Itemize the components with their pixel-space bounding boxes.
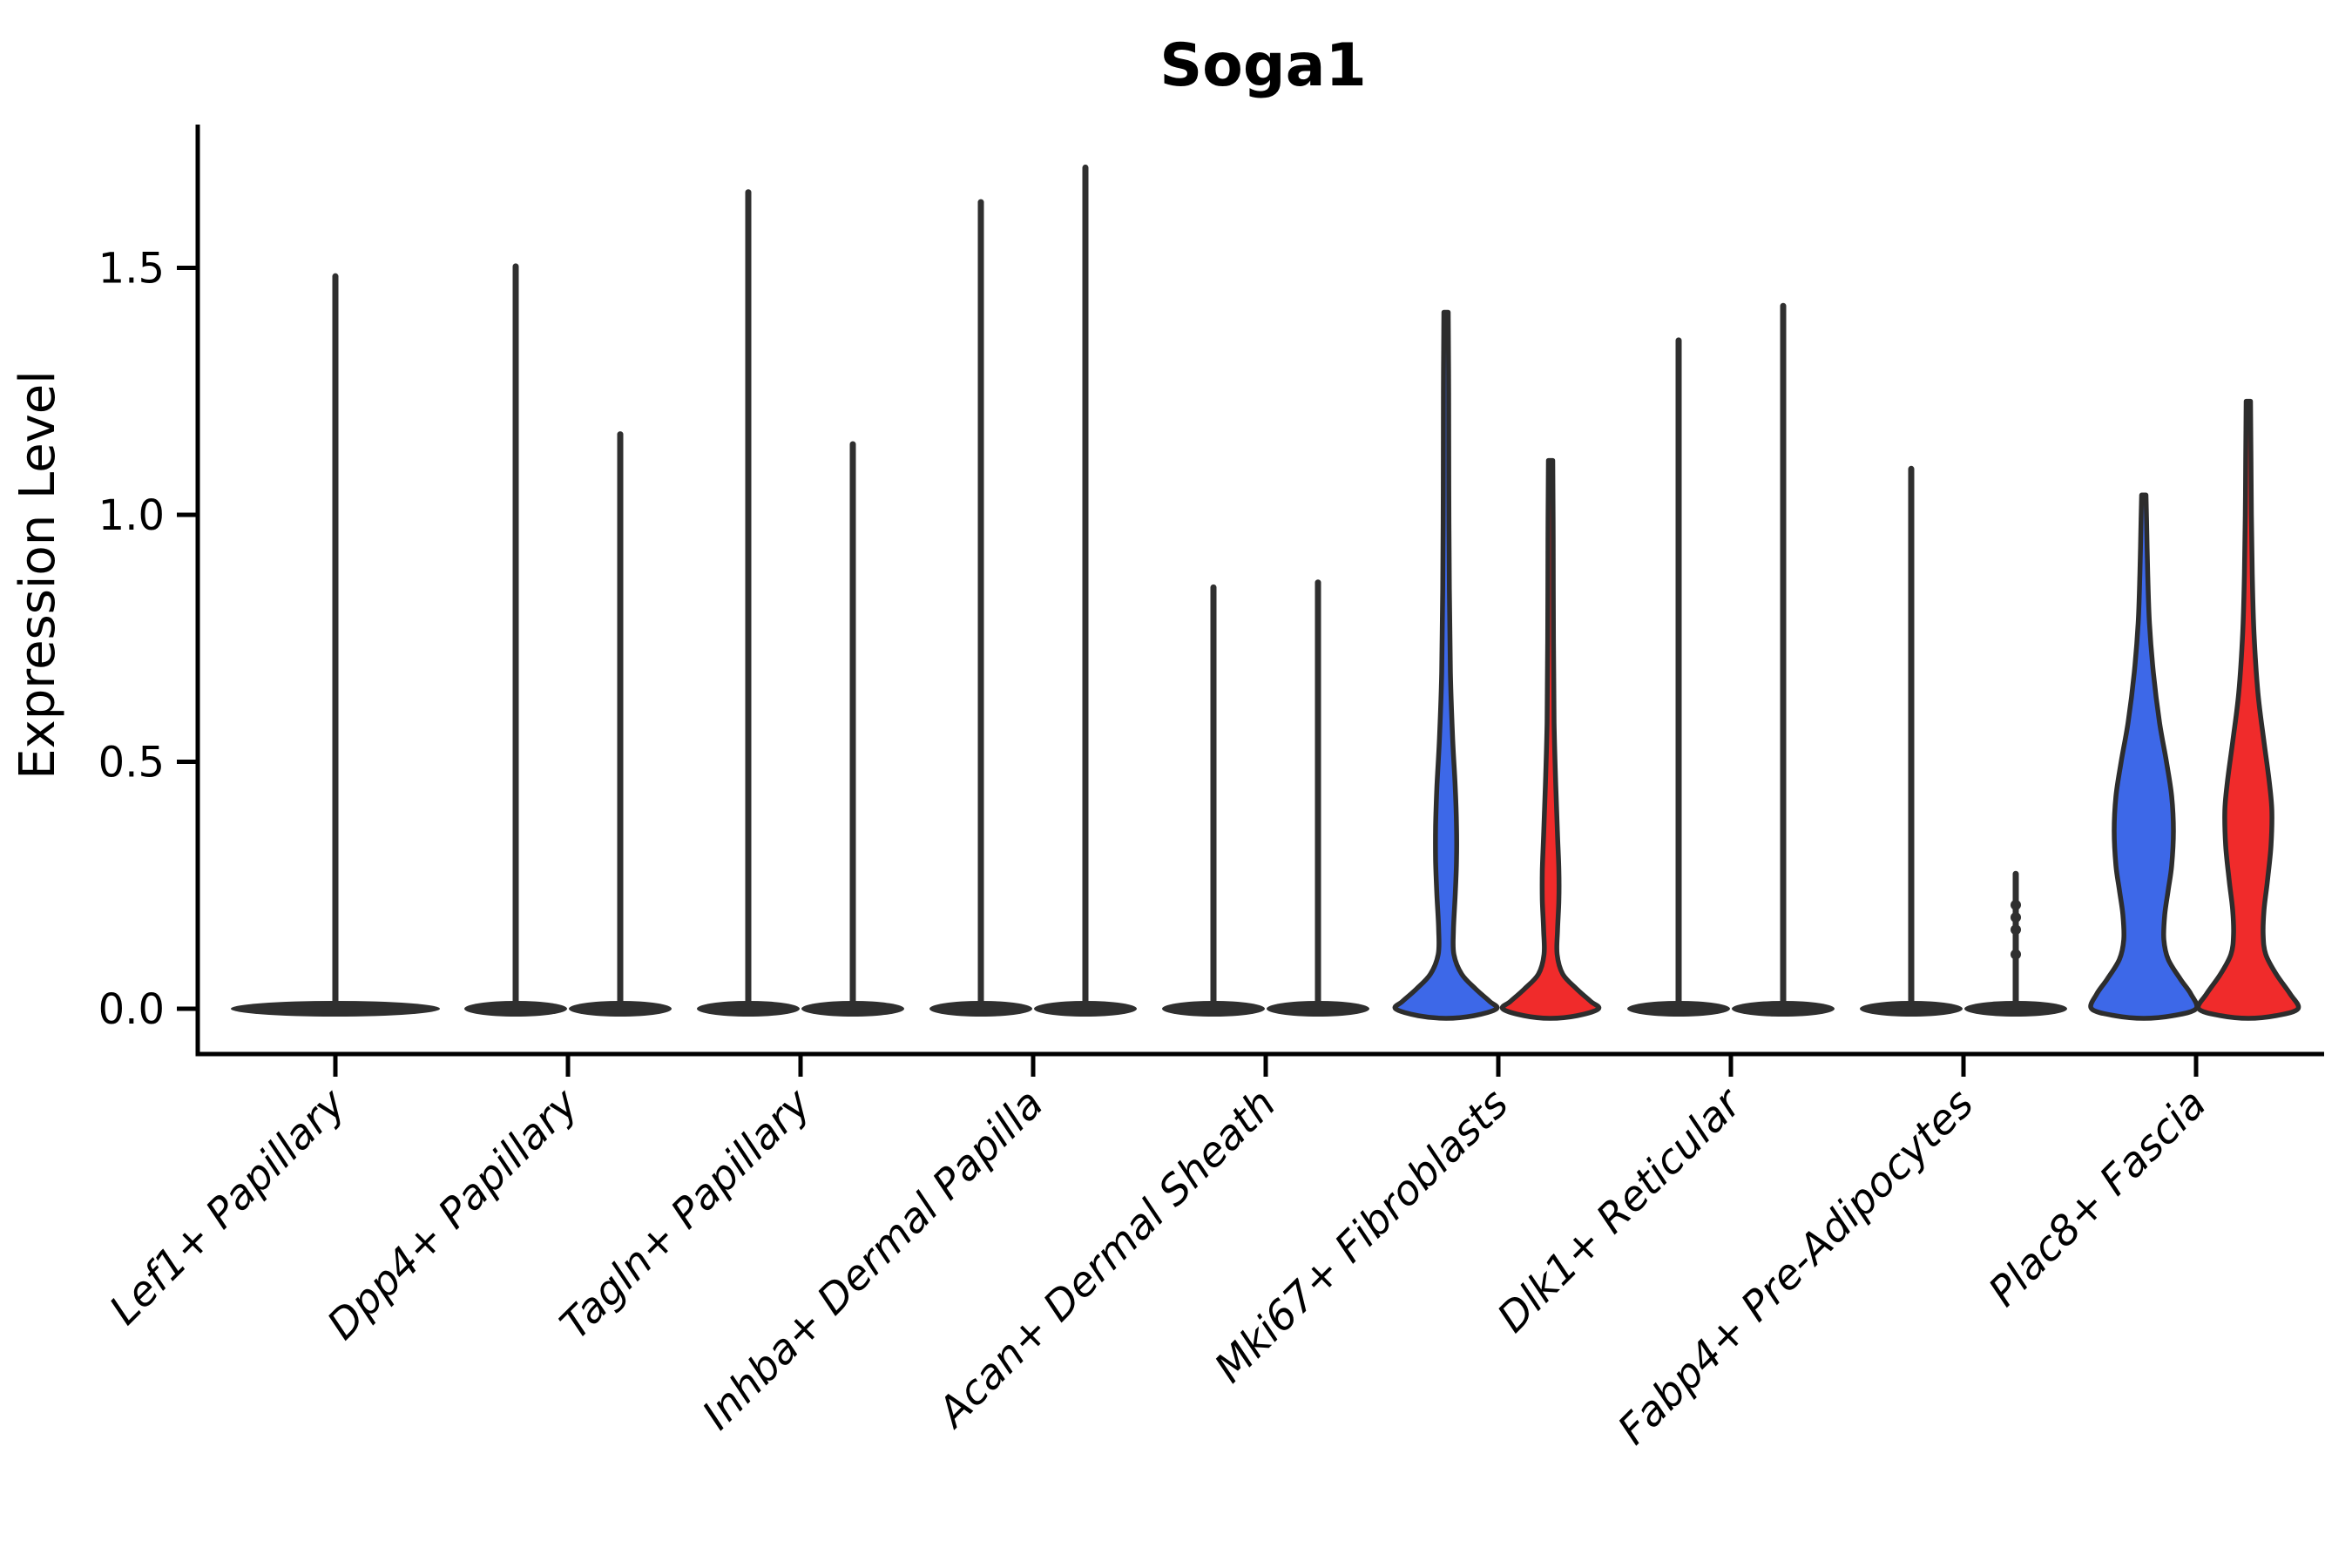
- y-axis-label: Expression Level: [10, 370, 66, 780]
- y-tick-label: 1.5: [98, 245, 165, 294]
- y-tick-label: 0.5: [98, 739, 165, 787]
- violin-plac8-fascia-left: [2088, 492, 2200, 1021]
- violin-dlk1-reticular-left: [1627, 337, 1730, 1017]
- violins-layer: [231, 164, 2301, 1021]
- violin-lef1-papillary-center: [231, 273, 440, 1017]
- y-tick-label: 1.0: [98, 491, 165, 540]
- x-tick-label: Tagln+ Papillary: [551, 1079, 821, 1349]
- violin-acan-dermal-sheath-left: [1162, 584, 1265, 1017]
- violin-body: [2088, 492, 2200, 1021]
- expression-point: [2011, 912, 2021, 923]
- expression-point: [2011, 924, 2021, 936]
- violin-mki67-fibroblasts-left: [1392, 309, 1500, 1021]
- chart-title: Soga1: [1159, 31, 1367, 100]
- violin-tagln-papillary-right: [801, 441, 904, 1017]
- violin-acan-dermal-sheath-right: [1267, 579, 1369, 1017]
- violin-dpp4-papillary-left: [464, 263, 567, 1017]
- violin-dlk1-reticular-right: [1732, 302, 1835, 1017]
- violin-inhba-dermal-papilla-right: [1034, 164, 1137, 1017]
- x-tick-label: Plac8+ Fascia: [1979, 1080, 2215, 1316]
- violin-plac8-fascia-right: [2195, 398, 2301, 1021]
- x-tick-label: Dpp4+ Papillary: [318, 1079, 588, 1349]
- violin-dpp4-papillary-right: [569, 431, 672, 1017]
- violin-inhba-dermal-papilla-left: [929, 199, 1032, 1017]
- expression-point: [2011, 949, 2021, 960]
- expression-point: [2011, 899, 2021, 910]
- violin-mki67-fibroblasts-right: [1499, 457, 1602, 1021]
- x-tick-label: Lef1+ Papillary: [100, 1079, 355, 1335]
- violin-body: [2195, 398, 2301, 1021]
- violin-fabp4-pre-adipocytes-left: [1860, 465, 1963, 1017]
- violin-fabp4-pre-adipocytes-right: [1964, 870, 2067, 1017]
- violin-body: [1392, 309, 1500, 1021]
- x-tick-label: Dlk1+ Reticular: [1489, 1078, 1753, 1342]
- violin-body: [1499, 457, 1602, 1021]
- violin-tagln-papillary-left: [697, 189, 800, 1017]
- y-tick-label: 0.0: [98, 985, 165, 1034]
